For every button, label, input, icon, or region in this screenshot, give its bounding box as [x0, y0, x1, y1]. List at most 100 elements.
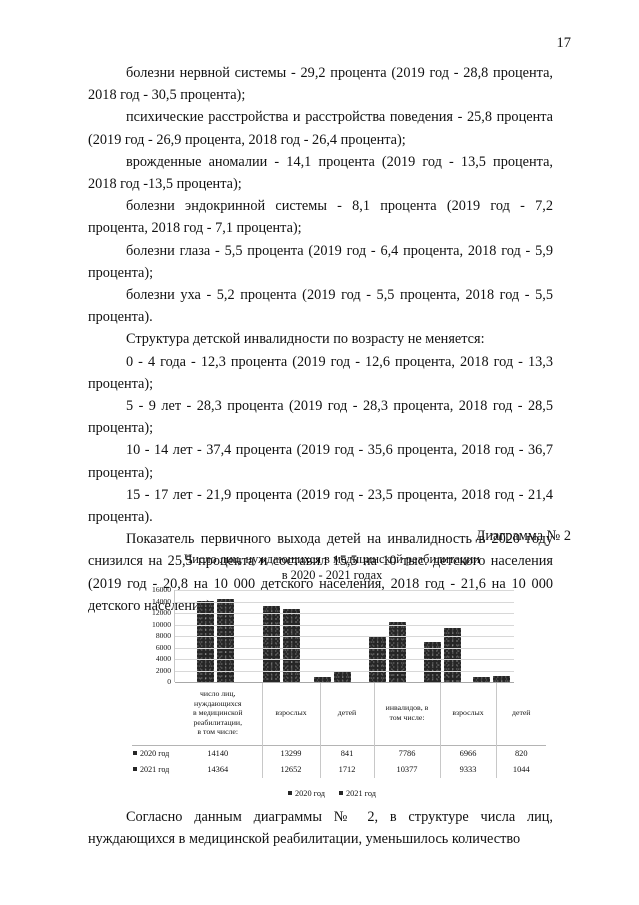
category-label-line: число лиц, — [200, 689, 236, 699]
footer-text-block: Согласно данным диаграммы № 2, в структу… — [88, 806, 553, 850]
paragraph: психические расстройства и расстройства … — [88, 109, 553, 148]
legend-marker-icon — [133, 767, 137, 772]
chart-legend: 2020 год 2021 год — [132, 789, 514, 799]
category-label-line: взрослых — [452, 708, 484, 718]
column-header-category-2: детей — [320, 682, 375, 746]
bar-2020 — [196, 600, 214, 682]
legend-marker-icon — [288, 791, 292, 796]
data-value-cell: 14140 — [174, 745, 263, 762]
y-axis-tick: 6000 — [155, 642, 171, 652]
category-label-line: в медицинской — [192, 708, 243, 718]
gridline — [175, 601, 514, 603]
table-header-row: число лиц, нуждающихся в медицинской реабил… — [132, 682, 546, 746]
table-corner-cell — [132, 682, 174, 746]
data-value-cell: 7786 — [374, 745, 441, 762]
legend-marker-icon — [339, 791, 343, 796]
category-label-line: инвалидов, в — [385, 703, 429, 713]
chart-title-line-1: Число лиц, нуждающихся в медицинской реа… — [184, 552, 480, 566]
data-value-cell: 841 — [320, 745, 375, 762]
column-header-category-1: взрослых — [262, 682, 321, 746]
chart-diagram-2: Число лиц, нуждающихся в медицинской реа… — [132, 552, 546, 799]
data-value-cell: 6966 — [440, 745, 497, 762]
y-axis-tick: 4000 — [155, 654, 171, 664]
diagram-caption: Диаграмма № 2 — [475, 528, 571, 544]
paragraph: болезни уха - 5,2 процента (2019 год - 5… — [88, 287, 553, 326]
gridline — [175, 659, 514, 660]
chart-data-table: число лиц, нуждающихся в медицинской реабил… — [132, 682, 546, 778]
category-label-line: взрослых — [275, 708, 307, 718]
y-axis-tick: 12000 — [152, 608, 171, 618]
data-value-cell: 12652 — [262, 762, 321, 778]
paragraph: болезни глаза - 5,5 процента (2019 год -… — [88, 242, 553, 281]
paragraph: Согласно данным диаграммы № 2, в структу… — [88, 809, 553, 848]
series-row-label: 2021 год — [132, 762, 174, 778]
gridline — [175, 613, 514, 614]
y-axis-tick: 8000 — [155, 631, 171, 641]
category-label-line: нуждающихся — [193, 698, 242, 708]
category-label-line: детей — [337, 708, 357, 718]
y-axis-tick: 16000 — [152, 585, 171, 595]
bar-group — [417, 590, 468, 682]
chart-title: Число лиц, нуждающихся в медицинской реа… — [132, 552, 514, 583]
table-row: 2020 год 14140 13299 841 7786 6966 820 — [132, 745, 546, 762]
data-value-cell: 10377 — [374, 762, 441, 778]
page-number: 17 — [556, 35, 572, 51]
chart-plot-wrapper: 16000 14000 12000 10000 8000 6000 4000 2000 0 — [132, 586, 514, 685]
paragraph: 10 - 14 лет - 37,4 процента (2019 год - … — [88, 442, 553, 481]
category-label-line: детей — [512, 708, 531, 718]
gridline — [175, 670, 514, 672]
bar-2021 — [334, 672, 352, 682]
legend-item: 2020 год — [288, 789, 325, 799]
paragraph: Структура детской инвалидности по возрас… — [126, 331, 485, 348]
paragraph: 5 - 9 лет - 28,3 процента (2019 год - 28… — [88, 398, 553, 437]
category-label-line: реабилитации, — [193, 717, 243, 727]
gridline — [175, 590, 514, 591]
gridline — [175, 647, 514, 649]
gridline — [175, 636, 514, 637]
category-label-line: в том числе: — [197, 727, 239, 737]
y-axis: 16000 14000 12000 10000 8000 6000 4000 2000 0 — [132, 586, 174, 685]
data-value-cell: 1044 — [512, 765, 530, 774]
gridline — [175, 624, 514, 626]
plot-area — [174, 590, 514, 683]
y-axis-tick: 10000 — [152, 619, 171, 629]
bar-2020 — [314, 677, 332, 682]
paragraph: болезни эндокринной системы - 8,1 процен… — [88, 198, 553, 237]
data-value-cell: 1712 — [320, 762, 375, 778]
bar-group — [468, 590, 514, 682]
bar-2020 — [472, 677, 490, 682]
paragraph: 0 - 4 года - 12,3 процента (2019 год - 1… — [88, 353, 553, 392]
table-body: 2020 год 14140 13299 841 7786 6966 820 2021 год… — [132, 745, 546, 778]
paragraph: болезни нервной системы - 29,2 процента … — [88, 65, 553, 104]
y-axis-tick: 2000 — [155, 665, 171, 675]
body-text-block: болезни нервной системы - 29,2 процента … — [88, 62, 553, 617]
column-header-category-5: детей — [496, 682, 546, 746]
bar-group — [175, 590, 255, 682]
bar-2020 — [424, 641, 442, 682]
chart-title-line-2: в 2020 - 2021 годах — [281, 567, 383, 582]
paragraph: 15 - 17 лет - 21,9 процента (2019 год - … — [88, 486, 553, 526]
paragraph: врожденные аномалии - 14,1 процента (201… — [88, 153, 553, 193]
data-value-cell: 14364 — [174, 762, 263, 778]
bar-2021 — [283, 609, 301, 682]
data-value-cell: 13299 — [262, 745, 321, 762]
y-axis-tick: 14000 — [152, 596, 171, 606]
category-label-line: том числе: — [389, 713, 425, 722]
legend-item: 2021 год — [339, 789, 376, 799]
column-header-category-0: число лиц, нуждающихся в медицинской реабил… — [174, 682, 263, 746]
column-header-category-3: инвалидов, в том числе: — [374, 682, 441, 746]
axis-baseline — [175, 682, 514, 683]
bar-2021 — [492, 676, 510, 682]
y-axis-tick: 0 — [167, 677, 171, 687]
bar-group — [308, 590, 357, 682]
data-value-cell: 820 — [496, 745, 546, 762]
table-row: 2021 год 14364 12652 1712 10377 9333 1044 — [132, 762, 546, 778]
column-header-category-4: взрослых — [440, 682, 497, 746]
bar-2021 — [216, 599, 234, 682]
bar-2021 — [444, 628, 462, 682]
bar-2021 — [388, 622, 406, 682]
data-value-cell: 9333 — [440, 762, 497, 778]
legend-marker-icon — [133, 751, 137, 756]
series-row-label: 2020 год — [132, 745, 174, 762]
